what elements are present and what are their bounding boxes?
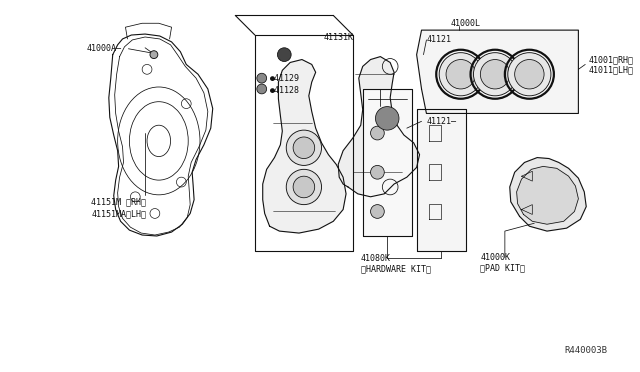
Circle shape xyxy=(293,137,315,158)
Text: 41011〈LH〉: 41011〈LH〉 xyxy=(588,66,633,75)
Circle shape xyxy=(508,53,551,96)
Polygon shape xyxy=(263,60,346,233)
Circle shape xyxy=(481,60,510,89)
Text: 41131K: 41131K xyxy=(323,33,353,42)
Polygon shape xyxy=(109,34,212,236)
Polygon shape xyxy=(338,57,420,197)
Text: 41000L: 41000L xyxy=(451,19,481,28)
Circle shape xyxy=(446,60,476,89)
Circle shape xyxy=(515,60,544,89)
Circle shape xyxy=(257,84,267,94)
Circle shape xyxy=(371,166,384,179)
Polygon shape xyxy=(417,30,579,113)
Circle shape xyxy=(277,48,291,61)
Circle shape xyxy=(257,73,267,83)
Text: ●41129: ●41129 xyxy=(269,74,300,83)
Circle shape xyxy=(286,169,321,205)
Text: 41121: 41121 xyxy=(426,35,451,44)
Circle shape xyxy=(474,53,516,96)
Text: 41151M 〈RH〉: 41151M 〈RH〉 xyxy=(91,197,146,206)
Text: 〈HARDWARE KIT〉: 〈HARDWARE KIT〉 xyxy=(361,265,431,274)
Text: 41080K: 41080K xyxy=(361,254,391,263)
Text: 41000A—: 41000A— xyxy=(86,44,121,53)
Text: 41001〈RH〉: 41001〈RH〉 xyxy=(588,55,633,64)
Circle shape xyxy=(150,51,158,58)
Circle shape xyxy=(286,130,321,166)
Polygon shape xyxy=(363,89,412,236)
Text: ●41128: ●41128 xyxy=(269,86,300,95)
Text: R440003B: R440003B xyxy=(564,346,608,355)
Polygon shape xyxy=(516,166,579,224)
Text: 〈PAD KIT〉: 〈PAD KIT〉 xyxy=(481,264,525,273)
Polygon shape xyxy=(417,109,466,251)
Circle shape xyxy=(439,53,483,96)
Circle shape xyxy=(371,126,384,140)
Text: 41151MA〈LH〉: 41151MA〈LH〉 xyxy=(91,209,146,218)
Circle shape xyxy=(293,176,315,198)
Text: 41000K: 41000K xyxy=(481,253,510,262)
Text: 41121—: 41121— xyxy=(426,117,456,126)
Circle shape xyxy=(376,107,399,130)
Circle shape xyxy=(371,205,384,218)
Polygon shape xyxy=(510,158,586,231)
